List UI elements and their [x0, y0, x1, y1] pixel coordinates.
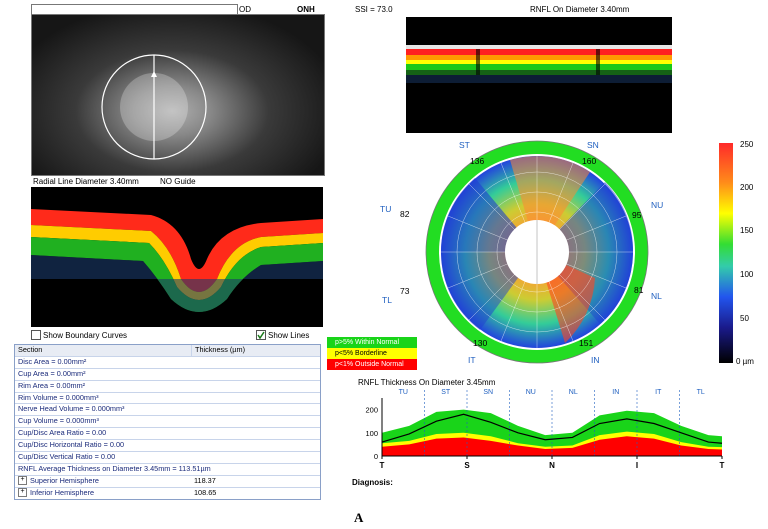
sector-nu-value: 95: [632, 210, 642, 220]
fundus-overlay: [101, 54, 207, 160]
sector-tick-label: NU: [526, 389, 536, 396]
scan-direction-arrow-icon: [151, 71, 157, 77]
expand-icon[interactable]: +: [18, 488, 27, 498]
sector-in-value: 151: [579, 338, 594, 348]
rnfl-oct-scan: [406, 17, 672, 133]
table-row: Cup Volume = 0.000mm³: [15, 416, 320, 429]
show-lines-label: Show Lines: [268, 331, 310, 340]
show-boundary-curves-label: Show Boundary Curves: [43, 331, 128, 340]
sector-it-label: IT: [468, 355, 476, 365]
colorbar-tick: 50: [740, 314, 749, 323]
show-lines-checkbox[interactable]: [256, 330, 266, 340]
colorbar-tick: 150: [740, 226, 754, 235]
superior-hemisphere-value: 118.37: [194, 475, 216, 485]
show-boundary-curves-checkbox[interactable]: [31, 330, 41, 340]
ssi-label: SSI = 73.0: [355, 5, 393, 14]
x-tick-label: I: [636, 461, 638, 470]
sector-tick-label: NL: [569, 389, 578, 396]
table-row: Cup/Disc Vertical Ratio = 0.00: [15, 452, 320, 464]
x-tick-label: T: [720, 461, 725, 470]
thickness-map-svg: [425, 140, 649, 364]
sector-tick-label: IT: [655, 389, 662, 396]
sector-nu-label: NU: [651, 200, 664, 210]
fundus-image-panel: [31, 14, 325, 176]
scan-type-label: ONH: [297, 5, 315, 14]
sector-tick-label: IN: [612, 389, 619, 396]
radial-line-title: Radial Line Diameter 3.40mm: [33, 177, 139, 186]
table-row: Nerve Head Volume = 0.000mm³: [15, 404, 320, 417]
inferior-hemisphere-value: 108.65: [194, 487, 217, 497]
table-row: Rim Volume = 0.000mm³: [15, 393, 320, 405]
section-column-header: Section: [18, 345, 43, 354]
table-row: Rim Area = 0.00mm²: [15, 381, 320, 393]
guide-label: NO Guide: [160, 177, 196, 186]
sector-tick-label: TU: [399, 389, 408, 396]
measurements-table: Section Thickness (µm) Disc Area = 0.00m…: [14, 344, 321, 500]
superior-hemisphere-row[interactable]: + Superior Hemisphere 118.37: [15, 476, 320, 488]
sector-st-label: ST: [459, 140, 470, 150]
table-row: Cup/Disc Horizontal Ratio = 0.00: [15, 440, 320, 453]
rnfl-thickness-map: ST 136 SN 160 NU 95 NL 81 IN 151 IT 130 …: [380, 138, 690, 366]
tsnit-chart: TU ST SN NU NL IN IT TL 200 100 0 T S N I T: [352, 386, 732, 474]
inferior-hemisphere-label: Inferior Hemisphere: [30, 487, 95, 497]
table-header: Section Thickness (µm): [15, 345, 320, 357]
sector-tu-value: 82: [400, 209, 410, 219]
sector-tick-label: TL: [697, 389, 705, 396]
thickness-column-header: Thickness (µm): [191, 345, 245, 356]
radial-oct-scan: [31, 187, 323, 327]
y-tick-label: 0: [374, 452, 378, 461]
sector-nl-value: 81: [634, 285, 644, 295]
patient-field: [31, 4, 238, 15]
colorbar-tick: 250: [740, 140, 754, 149]
sector-tl-value: 73: [400, 286, 410, 296]
x-tick-label: S: [464, 461, 470, 470]
sector-nl-label: NL: [651, 291, 662, 301]
diagnosis-label: Diagnosis:: [352, 478, 393, 487]
sector-st-value: 136: [470, 156, 485, 166]
colorbar-tick: 0 µm: [736, 357, 754, 366]
radial-oct-image: [31, 209, 323, 312]
inferior-hemisphere-row[interactable]: + Inferior Hemisphere 108.65: [15, 488, 320, 499]
sector-tl-label: TL: [382, 295, 392, 305]
check-icon: [257, 331, 265, 340]
eye-label: OD: [239, 5, 251, 14]
legend-borderline: p<5% Borderline: [327, 348, 417, 359]
table-row: Disc Area = 0.00mm²: [15, 357, 320, 369]
y-tick-label: 200: [365, 406, 378, 415]
sector-tick-label: ST: [441, 389, 451, 396]
measured-thickness-line: [381, 413, 723, 444]
colorbar-tick: 200: [740, 183, 754, 192]
table-row: RNFL Average Thickness on Diameter 3.45m…: [15, 464, 320, 476]
sector-sn-value: 160: [582, 156, 597, 166]
chart-title: RNFL Thickness On Diameter 3.45mm: [358, 378, 496, 387]
rnfl-scan-title: RNFL On Diameter 3.40mm: [530, 5, 630, 14]
table-row: Cup Area = 0.00mm²: [15, 369, 320, 381]
rnfl-oct-image: [406, 45, 672, 83]
legend-within-normal: p>5% Within Normal: [327, 337, 417, 348]
thickness-colorbar: [719, 143, 733, 363]
sector-tu-label: TU: [380, 204, 392, 214]
expand-icon[interactable]: +: [18, 476, 27, 486]
x-tick-label: N: [549, 461, 555, 470]
superior-hemisphere-label: Superior Hemisphere: [30, 475, 99, 485]
sector-sn-label: SN: [587, 140, 599, 150]
table-row: Cup/Disc Area Ratio = 0.00: [15, 428, 320, 441]
figure-label: A: [354, 510, 364, 525]
y-tick-label: 100: [365, 429, 378, 438]
sector-in-label: IN: [591, 355, 600, 365]
sector-it-value: 130: [473, 338, 488, 348]
legend-outside-normal: p<1% Outside Normal: [327, 359, 417, 370]
sector-tick-label: SN: [483, 389, 493, 396]
x-tick-label: T: [380, 461, 385, 470]
colorbar-tick: 100: [740, 270, 754, 279]
